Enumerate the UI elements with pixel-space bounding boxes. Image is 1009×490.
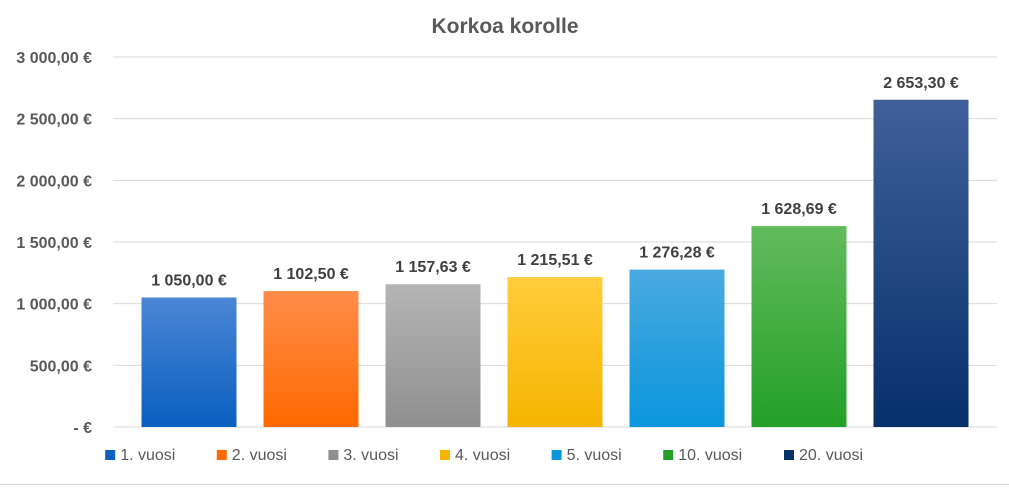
bar [629, 269, 725, 427]
legend-swatch [105, 450, 116, 460]
y-tick-label: 3 000,00 € [16, 50, 92, 67]
y-tick-label: - € [73, 420, 92, 437]
legend-swatch [328, 450, 339, 460]
data-label: 1 276,28 € [639, 245, 715, 262]
legend-swatch [440, 450, 450, 460]
data-label: 1 215,51 € [517, 252, 593, 269]
legend-label: 1. vuosi [120, 447, 175, 464]
legend-swatch [784, 450, 794, 460]
bar [263, 291, 359, 427]
bar [385, 284, 481, 427]
legend-swatch [216, 450, 227, 460]
y-tick-label: 500,00 € [30, 358, 92, 375]
chart-title: Korkoa korolle [431, 15, 578, 38]
data-labels: 1 050,00 € 1 102,50 € 1 157,63 € 1 215,51 €… [151, 75, 959, 290]
legend-label: 10. vuosi [678, 447, 742, 464]
bars [141, 99, 969, 427]
y-tick-label: 2 500,00 € [16, 112, 92, 129]
data-label: 1 050,00 € [151, 273, 227, 290]
legend-swatch [663, 450, 674, 460]
y-axis-tick-labels: - € 500,00 € 1 000,00 € 1 500,00 € 2 000,00 … [16, 50, 92, 437]
legend-label: 3. vuosi [343, 447, 398, 464]
legend-label: 20. vuosi [799, 447, 863, 464]
data-label: 1 157,63 € [395, 259, 471, 276]
y-tick-label: 1 500,00 € [16, 235, 92, 252]
y-tick-label: 1 000,00 € [16, 297, 92, 314]
data-label: 1 102,50 € [273, 266, 349, 283]
bar [141, 297, 237, 427]
legend-label: 2. vuosi [232, 447, 287, 464]
bar [751, 226, 847, 427]
legend-label: 4. vuosi [455, 447, 510, 464]
bar [507, 277, 603, 427]
bar [873, 99, 969, 427]
data-label: 2 653,30 € [883, 75, 959, 92]
y-tick-label: 2 000,00 € [16, 173, 92, 190]
legend: 1. vuosi 2. vuosi 3. vuosi 4. vuosi 5. vuosi… [105, 447, 863, 464]
data-label: 1 628,69 € [761, 201, 837, 218]
legend-label: 5. vuosi [567, 447, 622, 464]
legend-swatch [551, 450, 562, 460]
